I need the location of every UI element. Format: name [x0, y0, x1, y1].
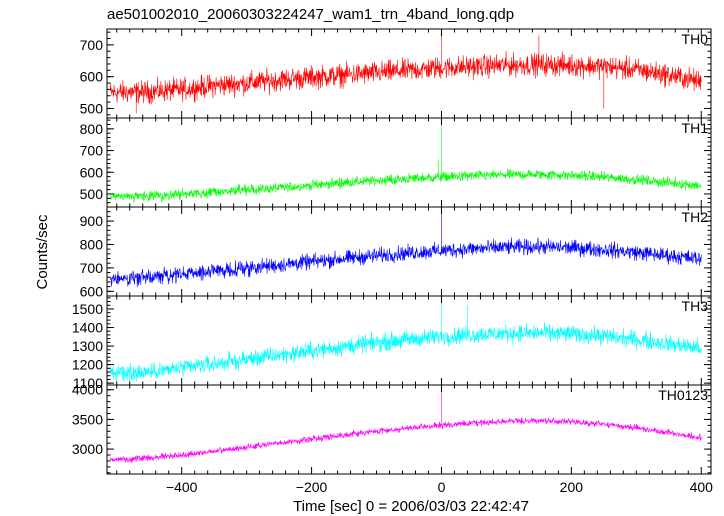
- figure-title: ae501002010_20060303224247_wam1_trn_4ban…: [107, 6, 514, 23]
- x-tick-label: 0: [438, 479, 446, 495]
- series-line-th3: [109, 296, 702, 383]
- y-tick-label: 700: [80, 260, 104, 276]
- y-tick-label: 1100: [73, 375, 103, 391]
- y-tick-label: 500: [80, 100, 104, 116]
- y-tick-label: 800: [80, 121, 104, 137]
- y-tick-label: 1200: [72, 357, 103, 373]
- y-tick-label: 900: [80, 213, 104, 229]
- x-tick-label: −200: [296, 479, 328, 495]
- panel-label-th1: TH1: [682, 120, 709, 136]
- y-tick-label: 600: [80, 69, 104, 85]
- y-tick-label: 700: [80, 143, 104, 159]
- panel-label-th0: TH0: [682, 31, 709, 47]
- y-tick-label: 600: [80, 283, 104, 299]
- y-tick-label: 3000: [72, 441, 103, 457]
- panel-frame: [106, 384, 712, 475]
- panel-th1: 500 600 700 800 TH1: [80, 117, 712, 208]
- y-tick-label: 500: [80, 186, 104, 202]
- x-tick-label: −400: [166, 479, 198, 495]
- y-tick-label: 800: [80, 236, 104, 252]
- panel-frame: [106, 295, 712, 386]
- y-tick-label: 1400: [72, 320, 103, 336]
- panel-th2: 600 700 800 900 TH2: [80, 206, 712, 299]
- panel-label-th3: TH3: [682, 298, 709, 314]
- panel-label-th0123: TH0123: [658, 387, 708, 403]
- y-tick-label: 700: [80, 37, 104, 53]
- x-tick-label: 200: [560, 479, 584, 495]
- y-tick-label: 4000: [72, 382, 103, 398]
- series-line-th0: [109, 30, 702, 114]
- panel-frame: [106, 28, 712, 119]
- panels-group: 500 600 700 TH0 500 600 700 800 TH1 600 700 800 900 T…: [72, 28, 714, 495]
- y-axis-label: Counts/sec: [34, 214, 51, 290]
- y-tick-label: 600: [80, 164, 104, 180]
- panel-label-th2: TH2: [682, 209, 709, 225]
- series-line-th0123: [109, 385, 702, 463]
- x-tick-label: 400: [690, 479, 714, 495]
- y-tick-label: 1300: [72, 338, 103, 354]
- series-line-th1: [109, 119, 702, 203]
- series-line-th2: [109, 208, 702, 288]
- panel-th0123: 3000 3500 4000 TH0123: [72, 382, 712, 475]
- panel-th3: 1100 1200 1300 1400 1500 TH3: [72, 295, 712, 391]
- panel-th0: 500 600 700 TH0: [80, 28, 712, 119]
- panel-frame: [106, 117, 712, 208]
- x-axis-label: Time [sec] 0 = 2006/03/03 22:42:47: [293, 498, 529, 515]
- y-tick-label: 1500: [72, 301, 103, 317]
- y-tick-label: 3500: [72, 411, 103, 427]
